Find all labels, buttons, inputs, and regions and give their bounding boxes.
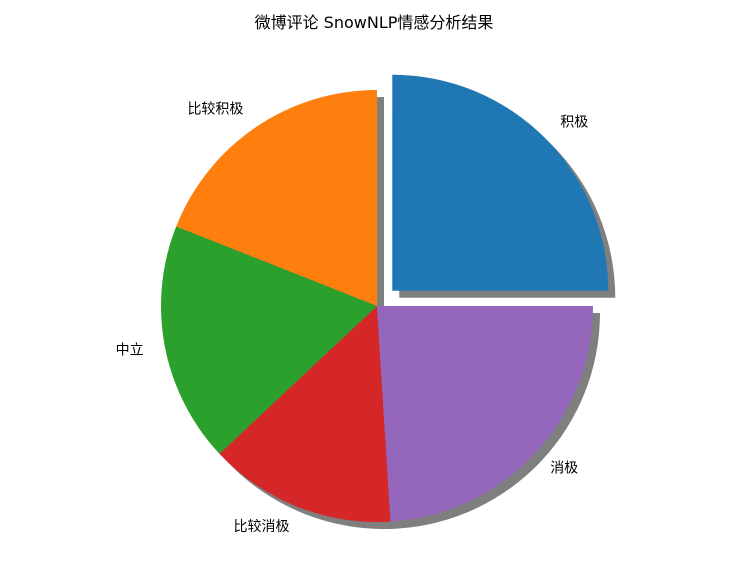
slice-1 <box>392 75 608 291</box>
slice-5 <box>377 306 593 522</box>
slice-4-label: 比较消极 <box>234 519 290 535</box>
chart-title: 微博评论 SnowNLP情感分析结果 <box>255 13 494 32</box>
slice-2-label: 比较积极 <box>187 101 243 117</box>
slice-3-label: 中立 <box>116 343 144 359</box>
slice-5-label: 消极 <box>550 461 578 477</box>
slice-1-label: 积极 <box>560 115 588 131</box>
